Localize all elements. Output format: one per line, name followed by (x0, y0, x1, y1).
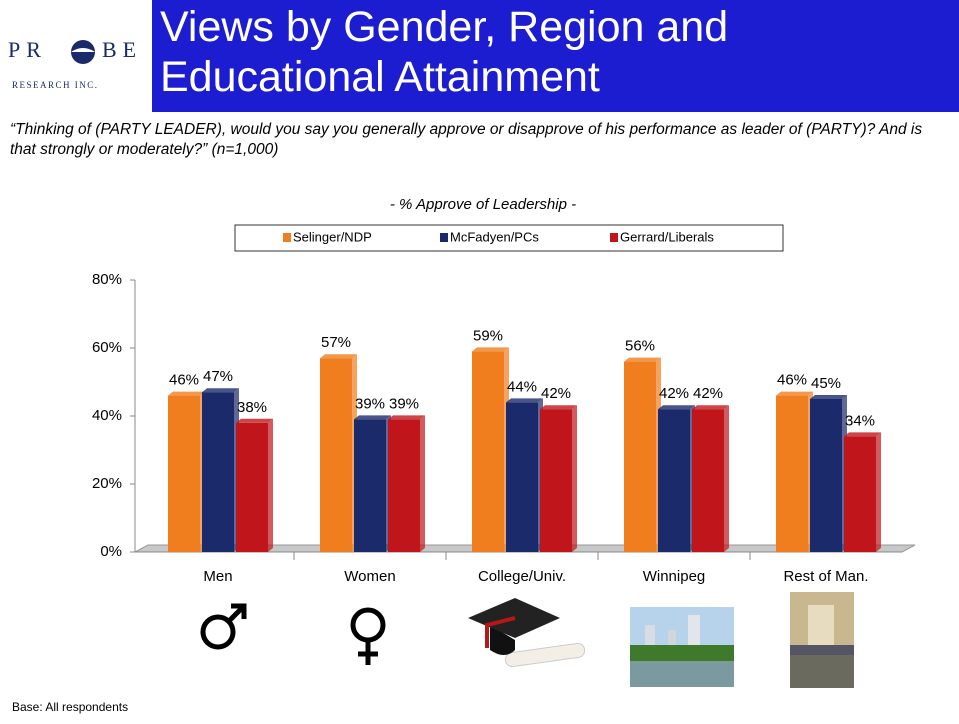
bar (168, 396, 200, 552)
legend-swatch (283, 233, 291, 242)
bar-top (168, 392, 205, 396)
bar-side (876, 432, 881, 552)
bar-top (236, 419, 273, 423)
chart-subtitle: - % Approve of Leadership - (390, 196, 576, 213)
x-tick-label: Men (203, 568, 232, 585)
icon-rest-of-manitoba (790, 592, 854, 688)
icon-grad-cap (468, 598, 586, 667)
title-box: Views by Gender, Region and Educational … (160, 2, 950, 112)
x-tick-label: Women (344, 568, 395, 585)
bar-top (776, 392, 813, 396)
data-label: 56% (625, 338, 655, 355)
bar (624, 362, 656, 552)
question-box: “Thinking of (PARTY LEADER), would you s… (10, 120, 950, 170)
bar-top (624, 358, 661, 362)
y-tick-label: 80% (92, 271, 122, 288)
bar-top (354, 415, 391, 419)
y-tick-label: 40% (92, 407, 122, 424)
legend-label: Selinger/NDP (293, 229, 372, 244)
data-label: 57% (321, 334, 351, 351)
bar-top (810, 395, 847, 399)
legend-label: McFadyen/PCs (450, 229, 539, 244)
x-tick-label: Winnipeg (643, 568, 706, 585)
bar (320, 358, 352, 552)
bar-top (540, 405, 577, 409)
base-note: Base: All respondents (12, 700, 128, 714)
legend-label: Gerrard/Liberals (620, 229, 714, 244)
bar (354, 419, 386, 552)
logo-left: PR (8, 37, 47, 62)
bar-side (268, 419, 273, 552)
bar (236, 423, 268, 552)
x-tick-label: College/Univ. (478, 568, 566, 585)
bar-top (692, 405, 729, 409)
data-label: 44% (507, 378, 537, 395)
bar-top (506, 398, 543, 402)
legend-swatch (440, 233, 448, 242)
bar (844, 436, 876, 552)
data-label: 39% (355, 395, 385, 412)
data-label: 38% (237, 399, 267, 416)
icon-female (353, 610, 383, 665)
bar (776, 396, 808, 552)
slide: PR BE RESEARCH INC. Views by Gender, Reg… (0, 0, 959, 719)
bar (692, 409, 724, 552)
y-tick-label: 20% (92, 475, 122, 492)
bar (388, 419, 420, 552)
logo-right: BE (102, 37, 142, 62)
bar (540, 409, 572, 552)
bar (472, 351, 504, 552)
icon-male (203, 606, 244, 647)
bar-top (844, 432, 881, 436)
bar-top (320, 354, 357, 358)
x-tick-label: Rest of Man. (783, 568, 868, 585)
icon-winnipeg (630, 607, 734, 687)
legend-swatch (610, 233, 618, 242)
data-label: 47% (203, 368, 233, 385)
data-label: 45% (811, 375, 841, 392)
data-label: 42% (659, 385, 689, 402)
bar-top (388, 415, 425, 419)
bar-top (472, 347, 509, 351)
data-label: 34% (845, 412, 875, 429)
page: PR BE RESEARCH INC. Views by Gender, Reg… (0, 0, 959, 724)
y-tick-label: 60% (92, 339, 122, 356)
bar-top (202, 388, 239, 392)
chart-title: Views by Gender, Region and Educational … (160, 2, 950, 102)
bar-side (420, 415, 425, 552)
bar (810, 399, 842, 552)
y-tick-label: 0% (100, 543, 122, 560)
bar (202, 392, 234, 552)
bar-top (658, 405, 695, 409)
data-label: 46% (169, 372, 199, 389)
data-label: 42% (693, 385, 723, 402)
question: “Thinking of (PARTY LEADER), would you s… (10, 120, 950, 160)
bar-side (724, 405, 729, 552)
data-label: 59% (473, 327, 503, 344)
data-label: 46% (777, 372, 807, 389)
logo-tagline: RESEARCH INC. (12, 80, 99, 90)
bar (658, 409, 690, 552)
data-label: 39% (389, 395, 419, 412)
bar-side (572, 405, 577, 552)
data-label: 42% (541, 385, 571, 402)
bar (506, 402, 538, 552)
